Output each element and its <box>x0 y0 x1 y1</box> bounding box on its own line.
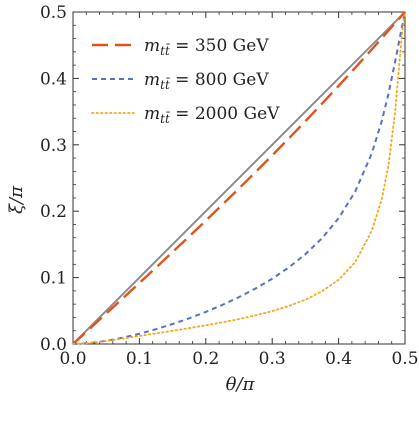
series-line-2 <box>72 11 406 345</box>
x-axis-label: θ/π <box>226 374 256 395</box>
y-tick-label: 0.2 <box>40 202 67 222</box>
legend-label-0: mtt̄ = 350 GeV <box>144 36 269 58</box>
y-tick-label: 0.4 <box>40 69 67 89</box>
x-tick-label: 0.2 <box>192 349 219 369</box>
data-layer <box>72 11 406 345</box>
x-tick-label: 0.5 <box>391 349 418 369</box>
series-line-0 <box>72 11 406 345</box>
y-tick-label: 0.5 <box>40 3 67 23</box>
legend: mtt̄ = 350 GeV mtt̄ = 800 GeV mtt̄ = 2000 … <box>91 36 280 126</box>
y-tick-label: 0.3 <box>40 136 67 156</box>
plot-frame-layer <box>72 11 406 345</box>
y-axis-label: ξ/π <box>6 185 27 214</box>
x-tick-label: 0.0 <box>59 349 86 369</box>
y-tick-label: 0.0 <box>40 335 67 355</box>
legend-label-2: mtt̄ = 2000 GeV <box>144 104 280 126</box>
y-tick-label: 0.1 <box>40 269 67 289</box>
x-tick-label: 0.3 <box>259 349 286 369</box>
series-line-1 <box>72 11 406 345</box>
x-tick-label: 0.1 <box>126 349 153 369</box>
x-tick-label: 0.4 <box>325 349 352 369</box>
tick-layer: 0.0 0.1 0.2 0.3 0.4 0.5 0.0 0.1 0.2 0.3 0.4 0.5 <box>40 3 419 369</box>
plot-frame <box>72 11 406 345</box>
legend-label-1: mtt̄ = 800 GeV <box>144 70 269 92</box>
reference-diagonal-line <box>72 11 406 345</box>
